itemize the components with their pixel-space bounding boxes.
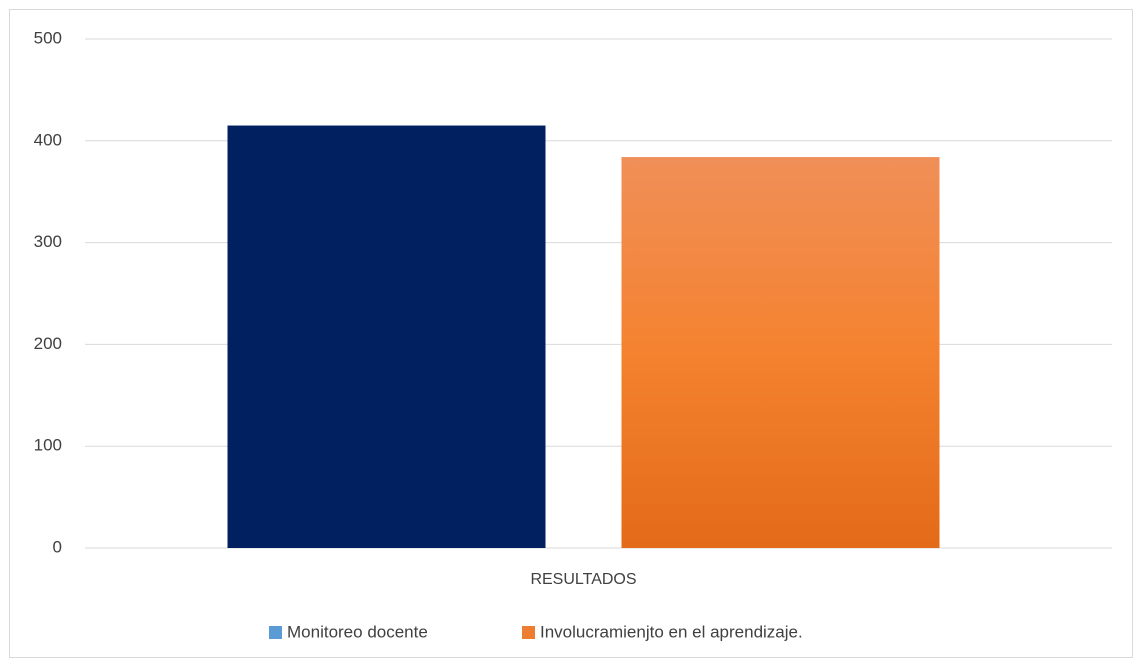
y-tick-label: 400 (34, 130, 62, 149)
y-tick-label: 300 (34, 232, 62, 251)
y-tick-label: 500 (34, 28, 62, 47)
bar (227, 125, 546, 548)
chart-border (9, 9, 1133, 658)
legend-marker (522, 626, 535, 639)
y-tick-label: 100 (34, 436, 62, 455)
x-tick-label: RESULTADOS (530, 571, 636, 588)
legend-label: Monitoreo docente (287, 622, 428, 641)
bar (621, 157, 940, 548)
legend-marker (269, 626, 282, 639)
y-tick-label: 0 (53, 537, 62, 556)
y-tick-label: 200 (34, 334, 62, 353)
legend-label: Involucramienjto en el aprendizaje. (540, 622, 803, 641)
